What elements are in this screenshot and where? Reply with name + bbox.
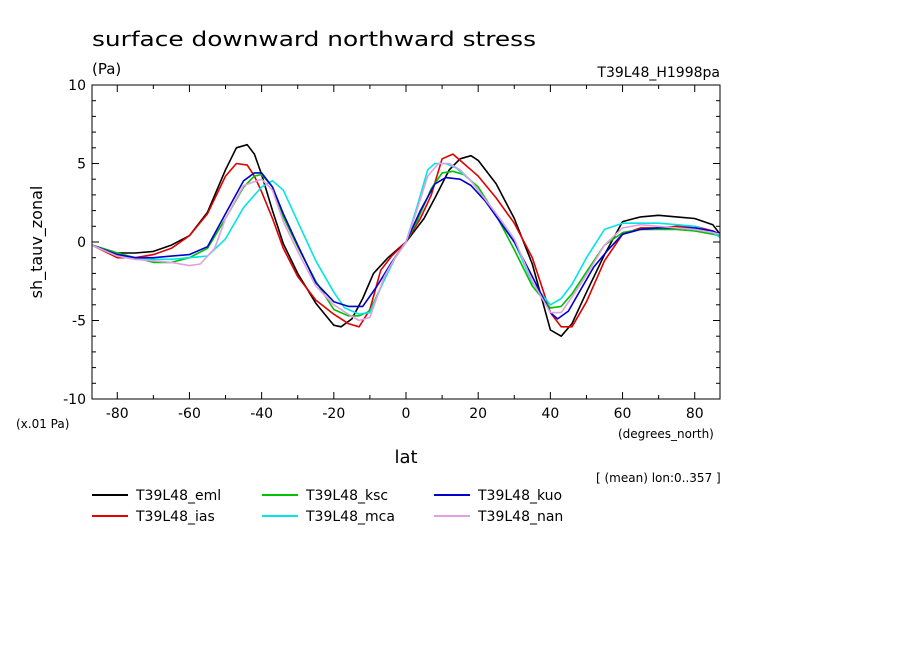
y-tick-label: 5 [77,157,86,173]
y-scale-note: (x.01 Pa) [16,417,69,431]
series-line-t39l48-mca [92,162,720,316]
series-line-t39l48-ksc [92,170,720,317]
x-tick-label: -60 [178,406,201,422]
x-tick-label: 60 [614,406,632,422]
x-axis-label: lat [394,447,417,468]
y-tick-label: 0 [77,235,86,251]
x-tick-label: -80 [106,406,129,422]
x-tick-label: -40 [250,406,273,422]
legend-label: T39L48_mca [305,509,395,525]
series-line-t39l48-nan [92,162,720,322]
x-tick-label: 20 [469,406,487,422]
x-tick-label: 80 [686,406,704,422]
x-axis-units: (degrees_north) [618,427,714,441]
y-tick-label: -10 [63,392,86,408]
legend-label: T39L48_nan [477,509,563,525]
experiment-label: T39L48_H1998pa [596,65,720,81]
legend-label: T39L48_eml [135,488,221,504]
legend-label: T39L48_kuo [477,488,562,504]
x-tick-label: 0 [402,406,411,422]
y-tick-label: -5 [72,314,86,330]
y-axis-label: sh_tauv_zonal [27,186,47,299]
subset-note: [ (mean) lon:0..357 ] [596,471,721,485]
chart-units: (Pa) [92,60,121,78]
x-tick-label: 40 [541,406,559,422]
legend-label: T39L48_ias [135,509,215,525]
x-tick-label: -20 [322,406,345,422]
y-tick-label: 10 [68,78,86,94]
chart-title: surface downward northward stress [92,27,536,51]
legend-label: T39L48_ksc [305,488,388,504]
series-line-t39l48-kuo [92,172,720,320]
legend: T39L48_eml T39L48_ias T39L48_ksc T39L48_mca… [92,488,563,525]
